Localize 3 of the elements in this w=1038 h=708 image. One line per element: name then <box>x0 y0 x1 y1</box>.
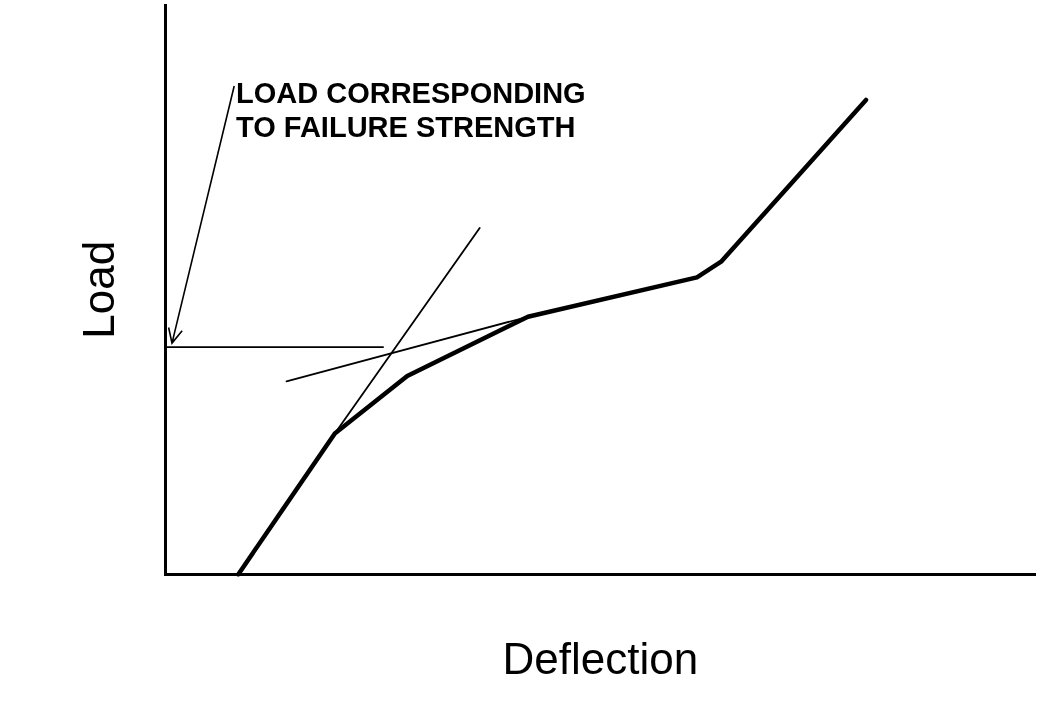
annotation: LOAD CORRESPONDING TO FAILURE STRENGTH <box>236 76 586 144</box>
y-axis-title: Load <box>73 240 123 339</box>
x-axis-title: Deflection <box>502 633 699 683</box>
